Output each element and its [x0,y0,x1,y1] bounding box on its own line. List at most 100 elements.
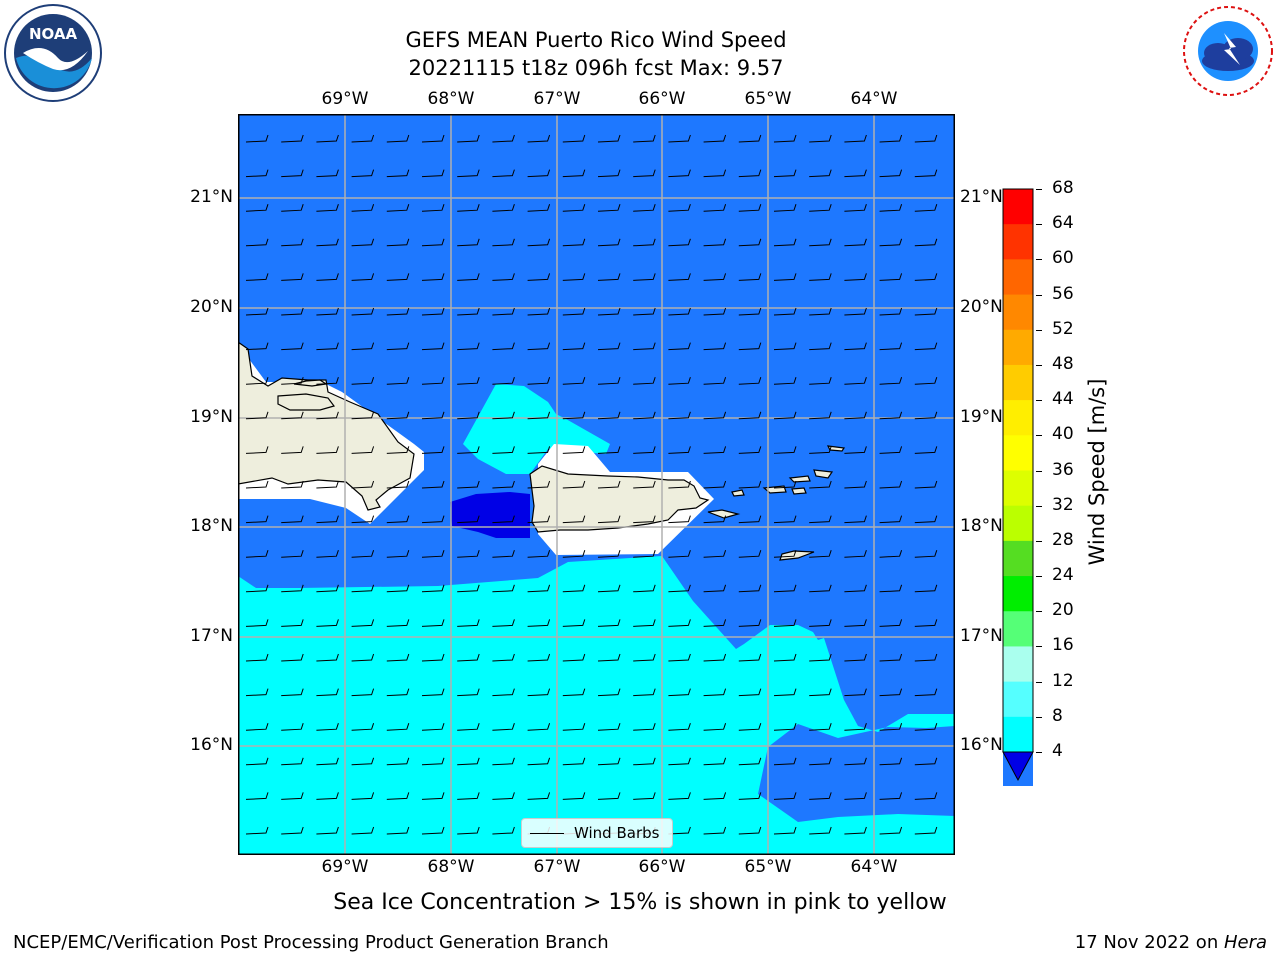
wind-barb [738,238,762,247]
colorbar-tick-mark [1036,329,1042,331]
wind-barb [386,134,410,143]
wind-barb [562,515,586,524]
wind-barb [351,480,375,489]
wind-barb [316,550,339,558]
wind-barb [703,446,727,454]
wind-barb [914,584,938,593]
colorbar-tick-label: 16 [1052,635,1074,656]
lon-label-top: 67°W [533,89,581,109]
wind-barb [879,238,903,247]
wind-barb [351,653,375,662]
wind-barb [351,204,375,212]
wind-barb [703,273,727,281]
wind-barb [492,411,515,420]
colorbar-tick-mark [1036,540,1042,542]
wind-barb [668,688,691,697]
wind-barb [773,584,797,593]
wind-barb [597,134,621,143]
wind-barb [738,480,762,489]
wind-barb [316,446,339,454]
wind-barb [281,238,304,247]
wind-barb [316,757,339,766]
wind-barb [562,342,586,351]
wind-barb [492,446,515,454]
wind-barb [492,342,515,351]
wind-barb [562,688,586,697]
wind-barb [703,619,727,627]
wind-barb [879,723,903,731]
colorbar-cell [1003,716,1033,753]
wind-barb [844,688,867,697]
wind-barb [703,342,727,351]
wind-barb [421,204,445,212]
wind-barb [633,480,656,489]
wind-barb [562,377,586,385]
wind-barb [597,792,621,800]
wind-barb [703,134,727,143]
wind-barb [386,377,410,385]
wind-barb [633,653,656,662]
wind-barb [738,307,762,316]
wind-barb [809,273,832,281]
colorbar-tick-label: 20 [1052,600,1074,621]
wind-barb [879,169,903,178]
wind-barb [351,550,375,558]
wind-barb [668,653,691,662]
wind-barb [738,826,762,835]
colorbar-tick-label: 32 [1052,494,1074,515]
wind-barb [527,757,551,766]
wind-barb [562,584,586,593]
wind-barb [633,723,656,731]
colorbar-tick-mark [1036,364,1042,366]
wind-barb [773,377,797,385]
colorbar-tick-mark [1036,400,1042,402]
lon-label-bottom: 65°W [744,857,792,877]
lon-label-top: 65°W [744,89,792,109]
wind-barb [386,169,410,178]
wind-barb [773,757,797,766]
wind-barb [879,653,903,662]
wind-barb [879,688,903,697]
wind-barb [492,792,515,800]
wind-barb [281,446,304,454]
wind-barb [457,723,480,731]
wind-barb [527,515,551,524]
wind-barb [773,307,797,316]
wind-barb [633,273,656,281]
wind-barb [809,204,832,212]
wind-barb [809,619,832,627]
wind-barb [597,757,621,766]
wind-barb [879,377,903,385]
wind-barb [738,204,762,212]
wind-barb [597,411,621,420]
lon-label-top: 68°W [427,89,475,109]
wind-barb [386,446,410,454]
wind-barb [457,307,480,316]
wind-barb [914,480,938,489]
wind-barb [562,792,586,800]
wind-barb [879,480,903,489]
wind-barb [809,826,832,835]
wind-speed-map[interactable] [238,114,955,855]
wind-barb [527,653,551,662]
wind-barb [316,169,339,178]
colorbar-tick-label: 8 [1052,705,1063,726]
wind-barb [562,204,586,212]
wind-barb [457,134,480,143]
wind-barb [527,411,551,420]
wind-barb [562,273,586,281]
wind-barb [421,273,445,281]
wind-barb [245,653,269,662]
wind-barb [773,653,797,662]
wind-barb [351,757,375,766]
wind-barb [457,377,480,385]
colorbar-cell [1003,364,1033,401]
wind-barb [738,550,762,558]
legend-line-icon [530,832,564,834]
wind-barb [421,653,445,662]
sea-ice-note: Sea Ice Concentration > 15% is shown in … [333,890,947,915]
wind-barb [773,480,797,489]
wind-barb [809,515,832,524]
wind-barb [773,723,797,731]
wind-barb [668,446,691,454]
